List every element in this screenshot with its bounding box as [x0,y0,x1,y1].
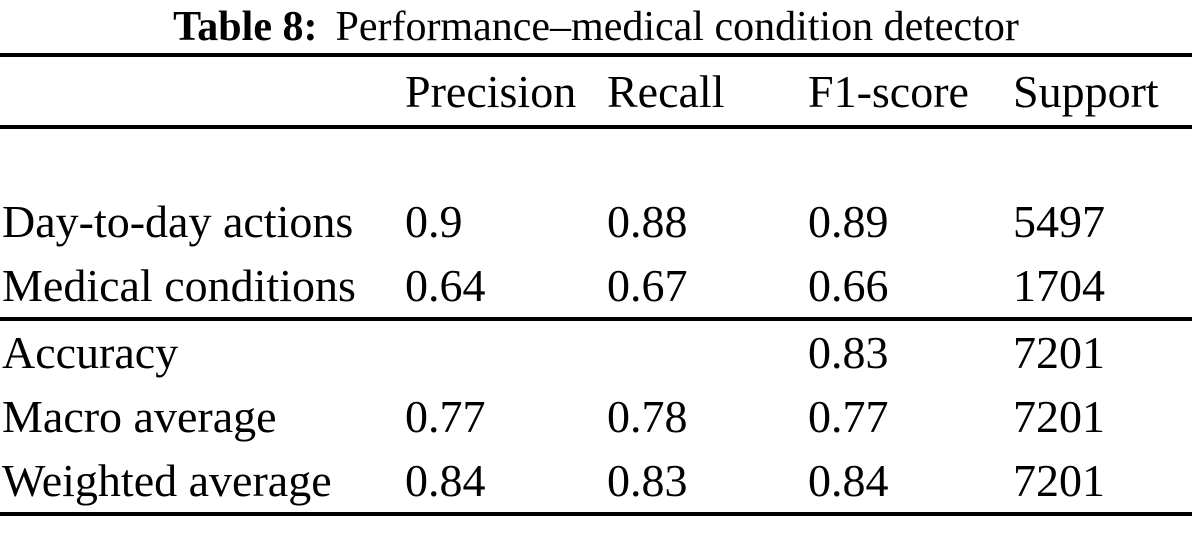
f1-value: 0.77 [808,391,889,442]
row-label: Weighted average [2,455,332,506]
table-row-weighted-average: Weighted average 0.84 0.83 0.84 7201 [0,449,1192,514]
header-precision: Precision [405,65,577,117]
row-label: Day-to-day actions [2,196,354,247]
spacer-row [0,127,1192,189]
table-caption-label: Table 8: [173,4,318,50]
f1-value: 0.83 [808,327,889,378]
support-value: 1704 [1013,260,1105,311]
precision-value: 0.77 [405,391,486,442]
row-label: Macro average [2,391,277,442]
performance-table: Precision Recall F1-score Support Day-to… [0,53,1192,516]
support-value: 5497 [1013,196,1105,247]
table-row-medical-conditions: Medical conditions 0.64 0.67 0.66 1704 [0,254,1192,319]
row-label: Medical conditions [2,260,356,311]
f1-value: 0.89 [808,196,889,247]
precision-value: 0.84 [405,455,486,506]
table-caption: Table 8: Performance–medical condition de… [0,0,1192,53]
recall-value: 0.88 [607,196,688,247]
header-support: Support [1013,65,1159,117]
f1-value: 0.84 [808,455,889,506]
support-value: 7201 [1013,327,1105,378]
recall-value: 0.83 [607,455,688,506]
table-header-row: Precision Recall F1-score Support [0,55,1192,127]
header-metric [0,55,405,127]
table-row-day-to-day-actions: Day-to-day actions 0.9 0.88 0.89 5497 [0,189,1192,254]
table-caption-text: Performance–medical condition detector [335,4,1019,50]
f1-value: 0.66 [808,260,889,311]
row-label: Accuracy [2,327,179,378]
precision-value: 0.9 [405,196,463,247]
header-f1-score: F1-score [808,65,969,117]
precision-value [405,319,607,384]
header-recall: Recall [607,65,725,117]
precision-value: 0.64 [405,260,486,311]
support-value: 7201 [1013,391,1105,442]
recall-value: 0.78 [607,391,688,442]
recall-value [607,319,808,384]
support-value: 7201 [1013,455,1105,506]
recall-value: 0.67 [607,260,688,311]
table-row-macro-average: Macro average 0.77 0.78 0.77 7201 [0,384,1192,449]
table-row-accuracy: Accuracy 0.83 7201 [0,319,1192,384]
